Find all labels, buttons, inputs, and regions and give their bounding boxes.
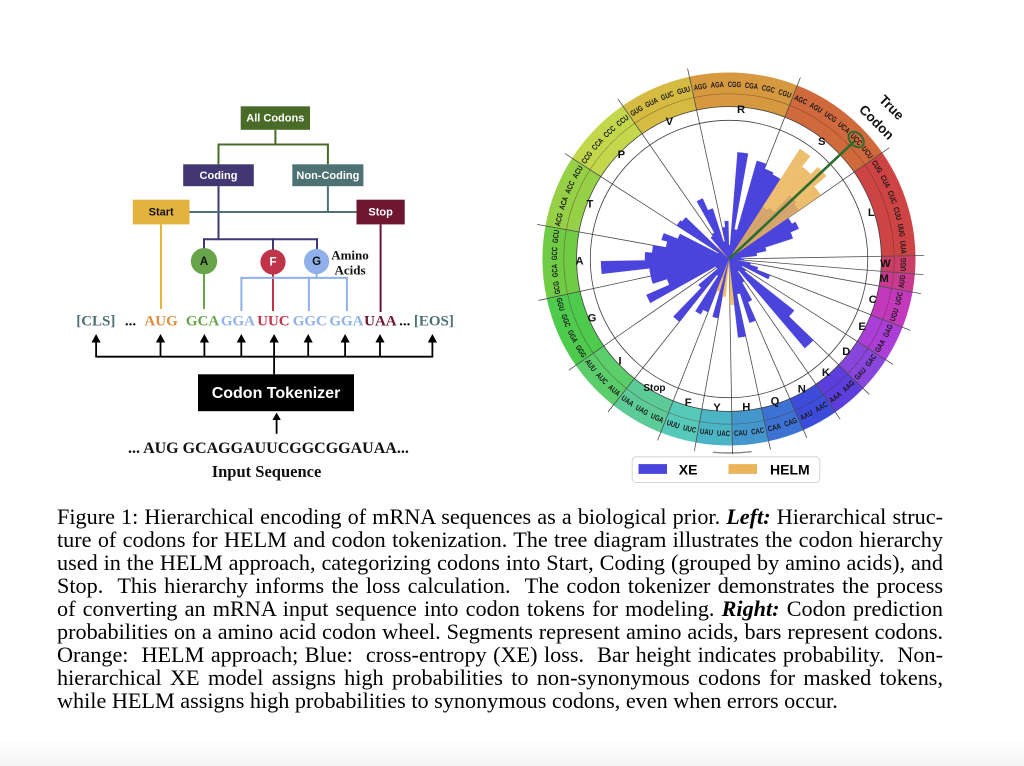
svg-text:GGU: GGU <box>554 297 566 312</box>
svg-text:GCC: GCC <box>550 247 559 261</box>
svg-text:E: E <box>858 321 866 333</box>
svg-text:CUC: CUC <box>886 190 899 206</box>
svg-text:GGC: GGC <box>293 314 327 330</box>
svg-text:HELM: HELM <box>770 461 810 477</box>
svg-text:N: N <box>798 384 806 396</box>
svg-text:CGA: CGA <box>744 81 759 92</box>
svg-text:GUC: GUC <box>660 89 676 102</box>
svg-text:CUU: CUU <box>891 206 903 221</box>
svg-text:C: C <box>869 294 877 306</box>
svg-text:GGA: GGA <box>221 314 255 330</box>
svg-text:UUC: UUC <box>682 423 697 435</box>
svg-text:UUA: UUA <box>898 240 908 254</box>
svg-text:CAU: CAU <box>734 428 748 438</box>
svg-text:CGC: CGC <box>761 83 776 95</box>
svg-text:GCA: GCA <box>186 314 220 330</box>
svg-text:Acids: Acids <box>334 263 365 278</box>
svg-text:Codon Tokenizer: Codon Tokenizer <box>212 385 341 402</box>
svg-text:ACA: ACA <box>557 195 570 211</box>
svg-text:A: A <box>575 256 583 268</box>
svg-text:CAC: CAC <box>750 426 765 437</box>
svg-text:CAG: CAG <box>783 416 799 429</box>
svg-text:... AUG GCAGGAUUCGGCGGAUAA...: ... AUG GCAGGAUUCGGCGGAUAA... <box>128 440 409 457</box>
svg-text:Stop: Stop <box>643 383 665 394</box>
svg-text:AGA: AGA <box>710 80 724 90</box>
svg-text:I: I <box>618 355 621 367</box>
svg-text:CAA: CAA <box>767 421 782 433</box>
svg-text:UGU: UGU <box>888 307 901 323</box>
svg-text:UUG: UUG <box>896 223 907 237</box>
svg-text:G: G <box>312 256 321 268</box>
svg-text:P: P <box>618 149 626 161</box>
svg-text:UUC: UUC <box>257 314 290 330</box>
svg-text:UAC: UAC <box>717 429 731 438</box>
svg-text:G: G <box>588 313 597 325</box>
svg-text:XE: XE <box>679 461 698 477</box>
svg-text:UUU: UUU <box>665 418 681 431</box>
svg-text:AGG: AGG <box>693 81 707 92</box>
svg-text:K: K <box>822 367 830 379</box>
svg-text:A: A <box>200 256 208 268</box>
svg-text:Q: Q <box>771 395 780 407</box>
svg-text:AUG: AUG <box>144 314 178 330</box>
svg-text:ACG: ACG <box>553 212 565 227</box>
svg-text:UAA: UAA <box>364 314 397 330</box>
svg-text:GUU: GUU <box>676 84 691 96</box>
svg-text:Y: Y <box>713 402 721 414</box>
svg-text:...: ... <box>125 314 137 330</box>
svg-text:...: ... <box>399 314 411 330</box>
svg-text:R: R <box>737 104 745 116</box>
svg-text:All Codons: All Codons <box>246 113 304 125</box>
svg-text:S: S <box>818 136 826 148</box>
svg-text:GGA: GGA <box>329 314 363 330</box>
svg-text:GCU: GCU <box>551 229 562 244</box>
svg-text:UGG: UGG <box>899 258 908 271</box>
svg-text:[CLS]: [CLS] <box>76 314 115 330</box>
svg-text:GCG: GCG <box>551 280 562 294</box>
svg-text:W: W <box>880 258 891 270</box>
svg-text:UGC: UGC <box>893 291 905 306</box>
svg-text:F: F <box>685 397 692 409</box>
svg-text:UAU: UAU <box>699 427 714 438</box>
svg-text:GCA: GCA <box>550 263 560 277</box>
svg-text:Amino: Amino <box>331 248 369 263</box>
svg-text:L: L <box>868 207 875 219</box>
svg-text:Coding: Coding <box>200 170 238 182</box>
svg-text:AUG: AUG <box>897 274 908 288</box>
svg-text:[EOS]: [EOS] <box>414 314 454 330</box>
svg-text:F: F <box>269 257 276 269</box>
svg-text:T: T <box>586 198 593 210</box>
svg-text:H: H <box>742 402 750 414</box>
svg-text:GGC: GGC <box>559 313 572 329</box>
svg-text:Start: Start <box>149 207 174 219</box>
svg-text:CGU: CGU <box>777 87 793 100</box>
svg-text:Input Sequence: Input Sequence <box>212 462 322 481</box>
svg-text:Non-Coding: Non-Coding <box>296 170 359 182</box>
svg-text:M: M <box>880 273 889 285</box>
svg-text:CGG: CGG <box>728 80 741 89</box>
svg-text:D: D <box>842 346 850 358</box>
svg-text:V: V <box>666 116 674 128</box>
svg-text:Stop: Stop <box>368 207 393 219</box>
